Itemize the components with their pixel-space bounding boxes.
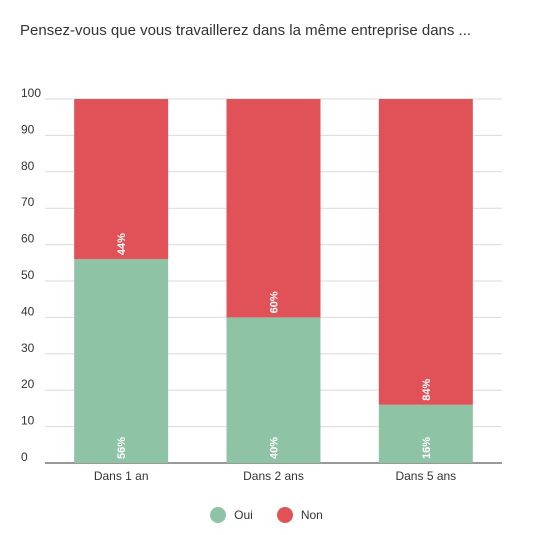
x-tick-label: Dans 5 ans	[395, 469, 456, 483]
data-label: 84%	[421, 379, 433, 401]
legend-label-oui: Oui	[234, 508, 253, 522]
legend-item-non[interactable]: Non	[276, 507, 323, 523]
x-tick-label: Dans 1 an	[94, 469, 149, 483]
data-label: 60%	[269, 291, 281, 313]
data-label: 56%	[116, 437, 128, 459]
y-tick-label: 0	[21, 450, 28, 464]
bar-oui	[378, 404, 473, 463]
legend-label-non: Non	[300, 508, 323, 522]
y-tick-label: 90	[21, 122, 35, 136]
y-tick-label: 20	[21, 377, 35, 391]
data-label: 16%	[421, 437, 433, 459]
bar-oui	[74, 259, 169, 463]
legend: Oui Non	[0, 507, 533, 523]
data-label: 44%	[116, 233, 128, 255]
y-tick-label: 80	[21, 159, 35, 173]
y-tick-label: 70	[21, 195, 35, 209]
y-tick-label: 40	[21, 304, 35, 318]
data-label: 40%	[269, 437, 281, 459]
y-tick-label: 10	[21, 414, 35, 428]
legend-item-oui[interactable]: Oui	[210, 507, 253, 523]
y-tick-label: 30	[21, 341, 35, 355]
legend-swatch-oui	[210, 507, 227, 523]
bar-non	[378, 99, 473, 405]
y-tick-label: 100	[21, 86, 41, 100]
bar-non	[74, 99, 169, 260]
x-tick-label: Dans 2 ans	[243, 469, 304, 483]
chart-title: Pensez-vous que vous travaillerez dans l…	[20, 22, 472, 39]
y-tick-label: 50	[21, 268, 35, 282]
bar-non	[226, 99, 321, 318]
y-tick-label: 60	[21, 232, 35, 246]
legend-swatch-non	[276, 507, 293, 523]
bar-oui	[226, 317, 321, 463]
